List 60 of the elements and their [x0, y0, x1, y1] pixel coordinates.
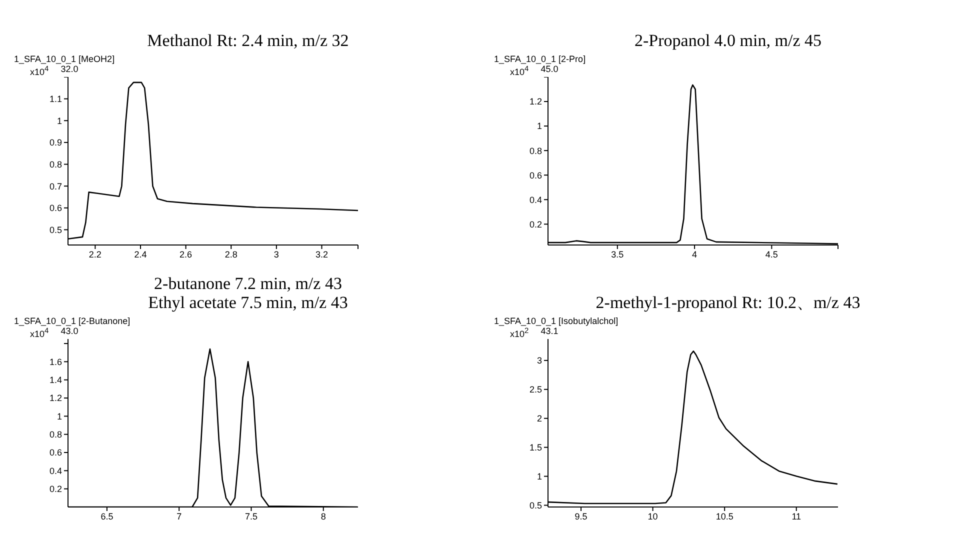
y-tick-label: 0.8: [49, 430, 62, 440]
x-tick-label: 7: [176, 511, 182, 522]
x-tick-label: 2.4: [134, 249, 147, 260]
x-tick-label: 8: [320, 511, 326, 522]
y-axis-title: x10$^{2}$: [510, 326, 529, 339]
y-tick-label: 1.4: [49, 375, 62, 386]
text: 32.0: [60, 64, 78, 76]
chart-title: Methanol Rt: 2.4 min, m/z 32: [146, 30, 350, 50]
y-tick-label: 0.4: [529, 194, 542, 205]
y-axis-title: x10$^{4}$: [30, 64, 49, 77]
chart-subtitle: 1_SFA_10_0_1 [Isobutylalchol]: [494, 316, 620, 326]
y-tick-label: 0.5: [49, 224, 62, 235]
x-tick-label: 10: [648, 511, 658, 522]
y-tick-label: 0.9: [49, 138, 62, 148]
x-tick-label: 4.5: [765, 249, 778, 260]
y-tick-label: 0.2: [49, 484, 62, 494]
chart-subtitle: 1_SFA_10_0_1 [MeOH2]: [14, 54, 116, 64]
chart-subtitle: 1_SFA_10_0_1 [2-Pro]: [494, 54, 587, 64]
y-tick-label: 1.6: [49, 356, 62, 367]
chart-title: 2-methyl-1-propanol Rt: 10.2、m/z 43: [594, 292, 862, 312]
x-tick-label: 4: [692, 249, 698, 260]
y-tick-label: 0.5: [529, 500, 542, 510]
chart-title: 2-Propanol 4.0 min, m/z 45: [634, 30, 822, 50]
y-tick-label: 0.4: [49, 466, 62, 476]
y-tick-label: 0.6: [529, 170, 542, 180]
y-tick-label: 0.6: [49, 203, 62, 214]
chart-title: 2-butanone 7.2 min, m/z 43 Ethyl acetate 7.5 min, m/z 43: [147, 273, 349, 312]
text: 43.0: [60, 326, 78, 338]
y-tick-label: 0.8: [49, 159, 62, 170]
text: 45.0: [540, 64, 558, 76]
x-tick-label: 2.2: [88, 249, 102, 260]
y-tick-label: 1: [56, 411, 62, 422]
x-tick-label: 3.5: [611, 249, 624, 260]
y-tick-label: 2: [536, 414, 542, 424]
y-axis-title: x10$^{4}$: [30, 326, 49, 339]
x-tick-label: 2.6: [180, 249, 192, 260]
y-tick-label: 0.2: [529, 219, 542, 230]
x-tick-label: 6.5: [100, 511, 114, 522]
y-tick-label: 1: [536, 471, 542, 482]
y-tick-label: 1.5: [529, 442, 542, 453]
x-tick-label: 3: [274, 249, 279, 260]
x-tick-label: 11: [792, 511, 802, 522]
y-tick-label: 0.8: [529, 146, 542, 156]
x-tick-label: 3.2: [315, 249, 328, 260]
x-tick-label: 2.8: [224, 249, 238, 260]
y-tick-label: 3: [536, 356, 542, 366]
y-tick-label: 1: [56, 116, 62, 126]
y-tick-label: 1.1: [49, 94, 62, 104]
y-tick-label: 0.6: [49, 448, 62, 458]
text: 43.1: [540, 326, 558, 338]
y-tick-label: 2.5: [529, 384, 542, 395]
y-tick-label: 1.2: [529, 96, 542, 107]
y-tick-label: 1.2: [49, 393, 62, 404]
x-tick-label: 7.5: [244, 511, 258, 522]
chart-subtitle: 1_SFA_10_0_1 [2-Butanone]: [14, 316, 132, 326]
y-tick-label: 1: [536, 121, 542, 132]
y-axis-title: x10$^{4}$: [510, 64, 529, 77]
y-tick-label: 0.7: [49, 181, 62, 192]
x-tick-label: 10.5: [716, 511, 734, 522]
x-tick-label: 9.5: [574, 511, 588, 522]
